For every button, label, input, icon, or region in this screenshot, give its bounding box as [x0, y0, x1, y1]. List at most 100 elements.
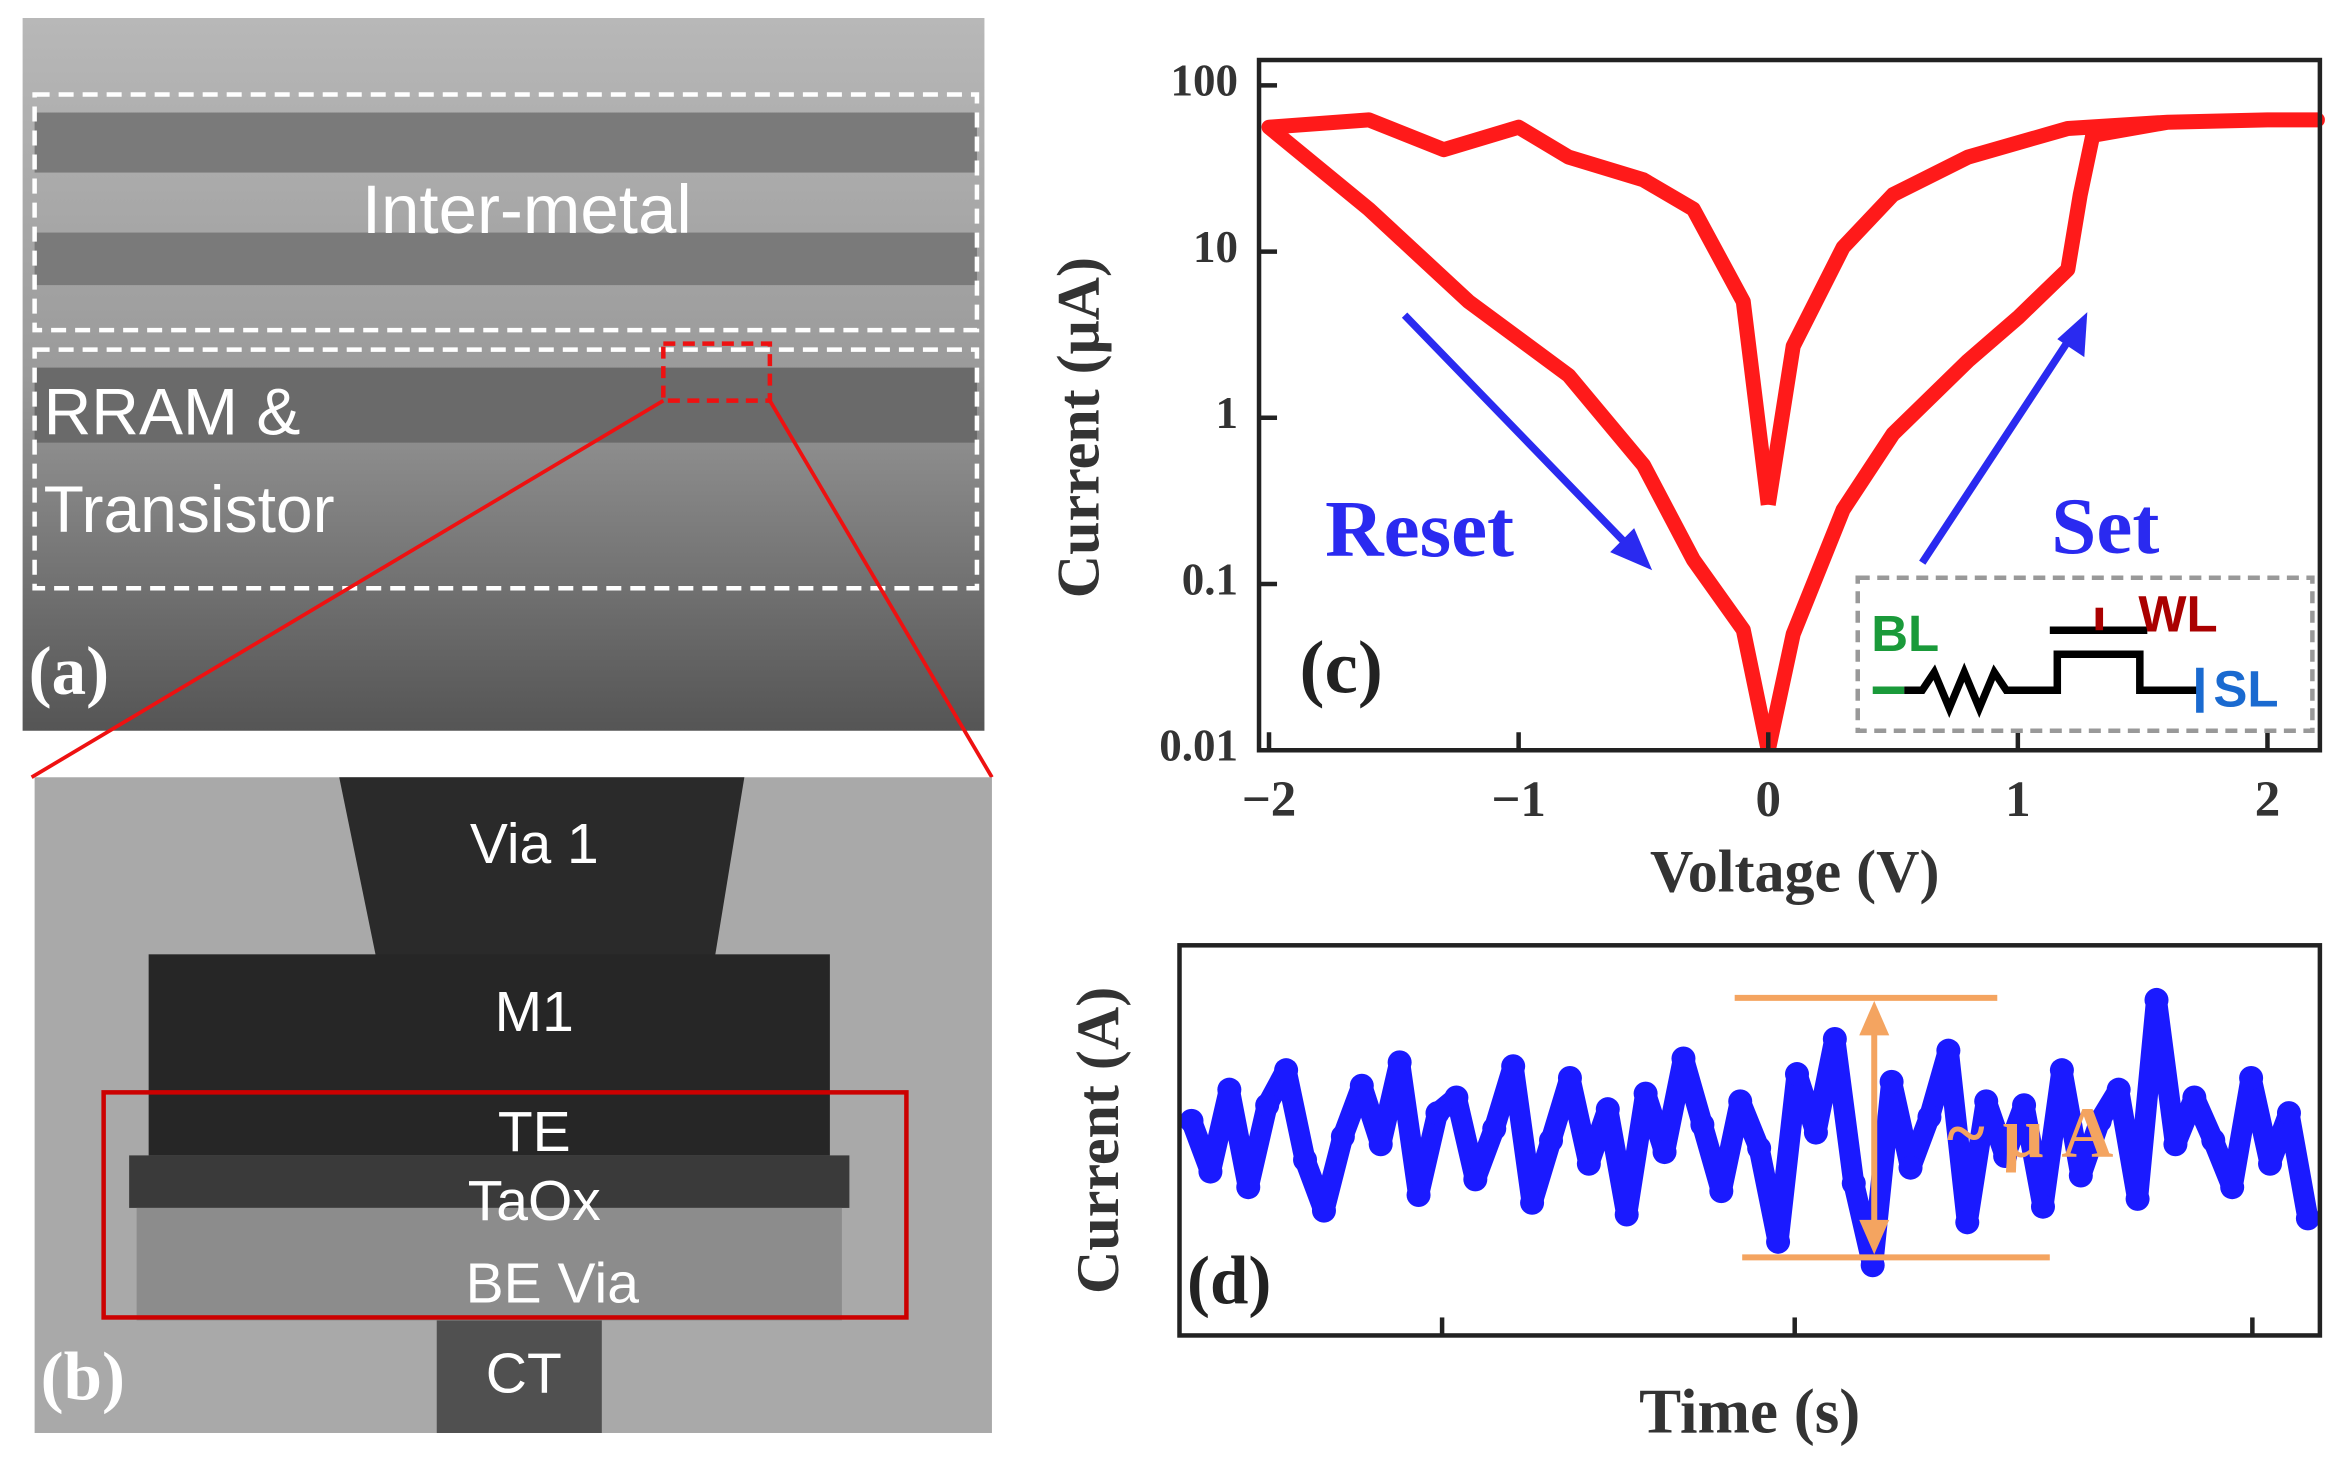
- point: [1898, 1155, 1923, 1180]
- point: [1841, 1171, 1866, 1196]
- point: [1766, 1229, 1791, 1254]
- zoom-line: [768, 399, 994, 779]
- arrow: [1401, 312, 1640, 558]
- y-axis-label: Current (μA): [1046, 257, 1112, 598]
- point: [1236, 1175, 1261, 1200]
- point: [1482, 1116, 1507, 1141]
- point: [2125, 1186, 2150, 1211]
- inset: [1855, 575, 2315, 733]
- metal-layer: [34, 112, 977, 173]
- point: [1330, 1124, 1355, 1149]
- contact: [436, 1320, 602, 1433]
- metal-layer: [34, 232, 977, 286]
- via: [339, 777, 745, 961]
- label: M1: [495, 980, 574, 1044]
- point: [2012, 1093, 2037, 1118]
- panel-label: (b): [41, 1337, 125, 1414]
- panel-label: (a): [29, 632, 109, 709]
- point: [2068, 1163, 2093, 1188]
- panel-d: ~ μ A (d) Time (s) Current (A): [1065, 943, 2323, 1446]
- point: [1822, 1026, 1847, 1051]
- point: [2201, 1128, 2226, 1153]
- x-tick-label: 2: [2255, 772, 2281, 828]
- chart: 0.01 0.1 1 10 100 −2 −1 0 1 2: [1159, 56, 2325, 828]
- label: Via 1: [470, 812, 599, 876]
- point: [2144, 987, 2169, 1012]
- point: [1955, 1210, 1980, 1235]
- point: [1406, 1183, 1431, 1208]
- point: [2258, 1151, 2283, 1176]
- label: Inter-metal: [362, 171, 692, 248]
- label: CT: [486, 1342, 562, 1406]
- point: [1539, 1128, 1564, 1153]
- point: [1198, 1159, 1223, 1184]
- zoom-line: [30, 399, 665, 779]
- highlight-box: [101, 1090, 909, 1320]
- panel-c: 0.01 0.1 1 10 100 −2 −1 0 1 2 BL WL SL (c) Voltag…: [1046, 56, 2325, 905]
- point: [1879, 1069, 1904, 1094]
- point: [1936, 1038, 1961, 1063]
- arrow-head: [1859, 1000, 1890, 1036]
- point: [1690, 1112, 1715, 1137]
- panel-label: (d): [1187, 1241, 1271, 1318]
- point: [1747, 1136, 1772, 1161]
- point: [2295, 1206, 2320, 1231]
- point: [2049, 1058, 2074, 1083]
- point: [1595, 1097, 1620, 1122]
- plot-frame: [1256, 57, 2323, 753]
- x-axis-label: Voltage (V): [1650, 839, 1939, 905]
- point: [1387, 1050, 1412, 1075]
- inset-label: SL: [2213, 661, 2278, 718]
- point: [1993, 1143, 2018, 1168]
- y-tick-label: 0.01: [1159, 721, 1238, 771]
- annotation: Set: [2051, 481, 2159, 571]
- arrow-head: [1610, 528, 1653, 571]
- point: [1784, 1062, 1810, 1087]
- point: [1803, 1120, 1828, 1145]
- zoom-box: [661, 341, 773, 403]
- point: [2087, 1108, 2112, 1133]
- arrow: [1919, 328, 2079, 565]
- point: [1633, 1081, 1658, 1106]
- y-tick-label: 10: [1193, 222, 1238, 272]
- point: [1671, 1046, 1696, 1071]
- dashed-box: [32, 347, 980, 591]
- point: [1576, 1151, 1601, 1176]
- dashed-box: [32, 92, 980, 333]
- panel-b: Via 1 M1 TE TaOx BE Via CT (b): [34, 777, 992, 1433]
- point: [1501, 1054, 1526, 1079]
- point: [1463, 1167, 1488, 1192]
- x-tick-label: 1: [2005, 772, 2031, 828]
- iv-curve: [1760, 112, 2325, 752]
- point: [1444, 1085, 1469, 1110]
- point: [1917, 1104, 1942, 1129]
- point: [1349, 1073, 1374, 1098]
- point: [2182, 1085, 2207, 1110]
- point: [2220, 1175, 2245, 1200]
- iv-curve: [1261, 112, 1776, 752]
- panel-label: (c): [1300, 626, 1383, 709]
- point: [2163, 1132, 2188, 1157]
- point: [1557, 1065, 1582, 1090]
- point: [1709, 1179, 1734, 1204]
- circuit: [1904, 650, 2200, 718]
- annotation: Reset: [1325, 484, 1514, 574]
- noise-trace: [1181, 989, 2319, 1276]
- point: [1425, 1101, 1450, 1126]
- x-axis-label: Time (s): [1639, 1376, 1860, 1446]
- chart: ~ μ A (d): [1177, 943, 2323, 1338]
- plot-frame: [1177, 943, 2323, 1338]
- inset-label: WL: [2138, 586, 2217, 643]
- point: [1255, 1093, 1280, 1118]
- point: [1728, 1089, 1753, 1114]
- point: [2276, 1101, 2301, 1126]
- point: [1293, 1147, 1318, 1172]
- label: TE: [498, 1100, 571, 1164]
- y-axis-label: Current (A): [1065, 987, 1131, 1294]
- label: Transistor: [44, 472, 335, 546]
- x-tick-label: −2: [1242, 772, 1297, 828]
- point: [1652, 1140, 1677, 1165]
- y-tick-label: 1: [1216, 388, 1239, 438]
- point: [2030, 1194, 2055, 1219]
